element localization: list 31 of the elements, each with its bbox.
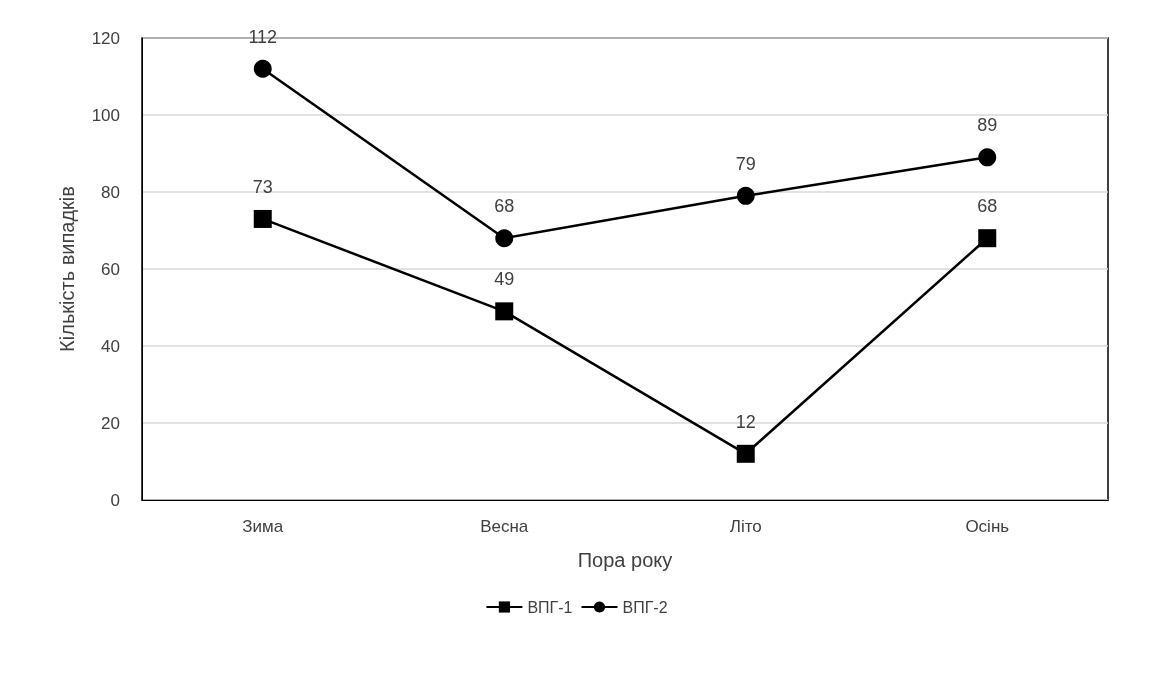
- point: [978, 229, 997, 248]
- x-tick-label: Весна: [480, 517, 529, 536]
- point: [495, 229, 514, 248]
- legend-label: ВПГ-2: [622, 598, 668, 616]
- data-label: 89: [977, 115, 998, 136]
- data-label: 112: [248, 26, 278, 47]
- point: [736, 186, 755, 205]
- point: [253, 59, 272, 78]
- data-label: 73: [252, 176, 273, 197]
- data-label: 68: [494, 196, 515, 217]
- data-label: 79: [735, 153, 756, 174]
- y-tick-label: 0: [110, 490, 120, 510]
- data-label: 12: [735, 411, 756, 432]
- data-label: 49: [494, 269, 515, 290]
- y-tick-label: 60: [101, 259, 120, 279]
- legend-label: ВПГ-1: [527, 598, 573, 616]
- y-axis-title: Кількість випадків: [56, 186, 78, 352]
- x-tick-label: Літо: [729, 517, 762, 536]
- y-tick-label: 80: [101, 182, 120, 202]
- point: [495, 302, 514, 321]
- y-tick-label: 20: [101, 413, 120, 433]
- y-tick-label: 120: [91, 28, 120, 48]
- x-axis-title: Пора року: [577, 549, 673, 571]
- point: [978, 148, 997, 167]
- y-tick-label: 100: [91, 105, 120, 125]
- point: [736, 444, 755, 463]
- x-tick-label: Осінь: [965, 517, 1010, 536]
- point: [253, 209, 272, 228]
- data-label: 68: [977, 196, 998, 217]
- y-tick-label: 40: [101, 336, 120, 356]
- x-tick-label: Зима: [242, 517, 284, 536]
